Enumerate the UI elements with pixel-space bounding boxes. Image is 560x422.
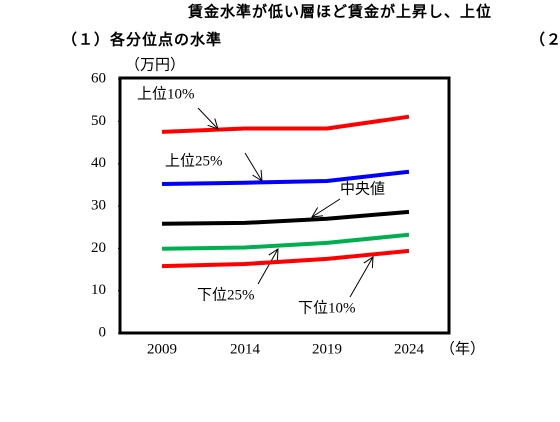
y-axis-label: （万円） <box>125 56 185 73</box>
annotation-arrow <box>312 198 341 217</box>
series-label: 下位10% <box>298 299 356 316</box>
series-label: 中央値 <box>340 180 385 197</box>
x-tick-label: 2009 <box>147 341 177 357</box>
y-tick-label: 50 <box>91 113 106 129</box>
y-tick-label: 30 <box>91 197 106 213</box>
series-line <box>161 114 410 134</box>
y-tick-label: 40 <box>91 155 106 171</box>
annotation-arrow <box>244 152 262 181</box>
series-line <box>161 232 410 251</box>
x-tick-label: 2024 <box>394 341 425 357</box>
x-axis-label: （年） <box>440 340 485 357</box>
y-tick-label: 60 <box>91 70 106 86</box>
series-label: 下位25% <box>197 286 255 303</box>
y-tick-label: 20 <box>91 240 106 256</box>
series-label: 上位25% <box>165 152 223 169</box>
x-tick-label: 2019 <box>312 341 342 357</box>
annotation-arrow <box>349 257 373 298</box>
series-label: 上位10% <box>137 85 195 102</box>
chart-subtitle-right: （２ <box>530 31 560 49</box>
y-tick-label: 10 <box>91 282 106 298</box>
series-line <box>161 209 410 226</box>
series-line <box>161 169 410 186</box>
series-line <box>161 248 410 269</box>
chart-subtitle: （１）各分位点の水準 <box>62 31 222 49</box>
annotation-arrow <box>197 107 218 129</box>
chart-title: 賃金水準が低い層ほど賃金が上昇し、上位 <box>187 3 492 21</box>
y-tick-label: 0 <box>99 324 107 340</box>
x-tick-label: 2014 <box>230 341 261 357</box>
annotation-arrow <box>257 249 278 285</box>
